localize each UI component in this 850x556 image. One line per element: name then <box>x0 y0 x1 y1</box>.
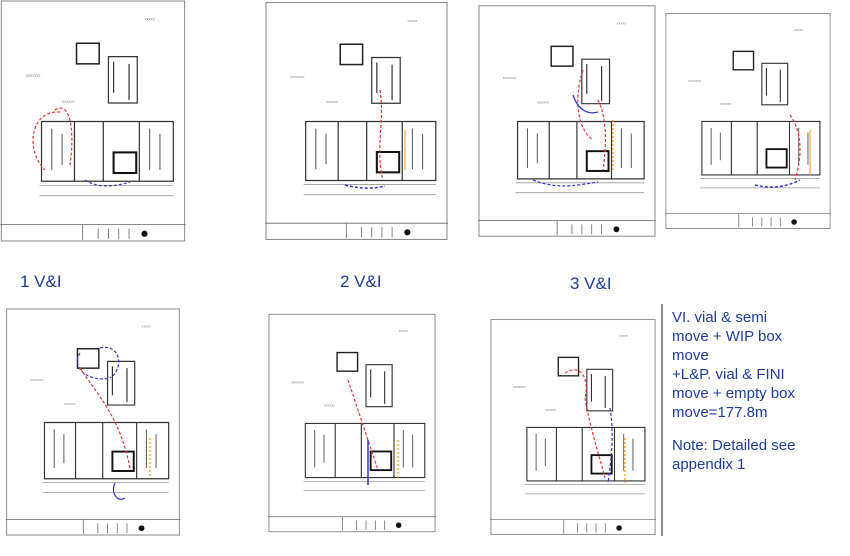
text-line: move + empty box <box>672 385 795 402</box>
floor-plan <box>268 313 436 533</box>
plan-label: 2 V&I <box>340 272 382 291</box>
text-line: Note: Detailed see <box>672 437 796 454</box>
floor-plan <box>265 1 448 241</box>
note: Note: Detailed see appendix 1 <box>672 436 847 474</box>
text-line: VI. vial & semi <box>672 309 768 326</box>
floor-plan <box>4 308 182 536</box>
text-line: move=177.8m <box>672 404 768 421</box>
floor-plan <box>490 318 656 536</box>
summary-text: VI. vial & semi move + WIP box move +L&P. v… <box>672 308 847 474</box>
summary: VI. vial & semi move + WIP box move +L&P. v… <box>672 308 847 422</box>
floor-plan <box>0 0 186 242</box>
text-line: move + WIP box <box>672 328 783 345</box>
plan-label: 3 V&I <box>570 274 612 293</box>
floor-plan <box>478 4 656 238</box>
divider <box>661 304 663 536</box>
text-line: appendix 1 <box>672 456 746 473</box>
floor-plan <box>665 12 831 230</box>
text-line: move <box>672 347 709 364</box>
plan-label: 1 V&I <box>20 272 62 291</box>
text-line: +L&P. vial & FINI <box>672 366 785 383</box>
